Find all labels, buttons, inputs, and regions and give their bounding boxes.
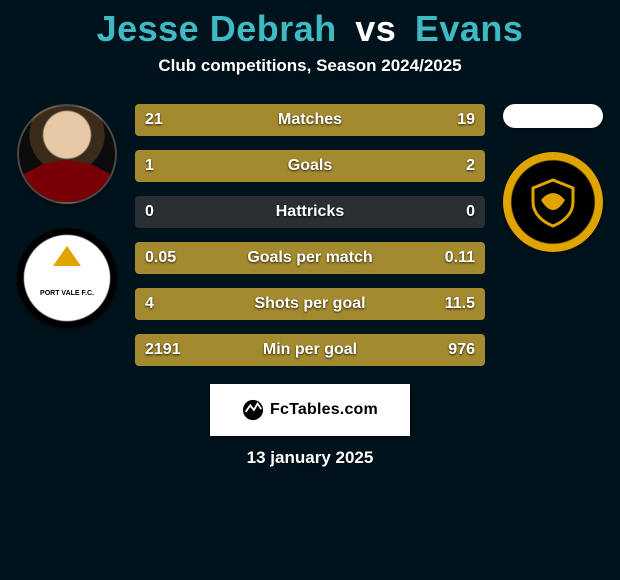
- footer-date: 13 january 2025: [0, 448, 620, 468]
- page-title: Jesse Debrah vs Evans: [0, 8, 620, 50]
- stat-bar-right: [252, 150, 485, 182]
- stat-value-p2: 11.5: [445, 295, 475, 313]
- club-badge-label: PORT VALE F.C.: [40, 290, 94, 298]
- stat-value-p1: 1: [145, 157, 154, 175]
- stat-label: Min per goal: [263, 341, 357, 359]
- stat-row: 4 11.5 Shots per goal: [135, 288, 485, 320]
- right-column: [503, 104, 603, 252]
- stat-row: 0.05 0.11 Goals per match: [135, 242, 485, 274]
- player2-photo-placeholder: [503, 104, 603, 128]
- stat-row: 2191 976 Min per goal: [135, 334, 485, 366]
- stat-value-p2: 19: [457, 111, 475, 129]
- stat-label: Goals per match: [247, 249, 372, 267]
- stat-value-p1: 2191: [145, 341, 181, 359]
- left-column: PORT VALE F.C.: [17, 104, 117, 328]
- stat-row: 1 2 Goals: [135, 150, 485, 182]
- stat-row: 21 19 Matches: [135, 104, 485, 136]
- stat-label: Matches: [278, 111, 342, 129]
- stat-label: Shots per goal: [254, 295, 365, 313]
- stat-value-p1: 21: [145, 111, 163, 129]
- title-player1: Jesse Debrah: [97, 8, 337, 49]
- stats-table: 21 19 Matches 1 2 Goals 0 0 Hattricks 0.05 0.11 Goa…: [135, 104, 485, 366]
- stat-value-p2: 0.11: [445, 249, 475, 267]
- stat-value-p1: 4: [145, 295, 154, 313]
- fctables-logo-icon: [242, 399, 264, 421]
- stat-value-p2: 0: [466, 203, 475, 221]
- stat-label: Hattricks: [276, 203, 344, 221]
- content-row: PORT VALE F.C. 21 19 Matches 1 2 Goals 0 0 Hattr…: [0, 104, 620, 366]
- player1-photo: [17, 104, 117, 204]
- shield-icon: [527, 176, 579, 228]
- footer-site-label: FcTables.com: [270, 401, 378, 419]
- stat-value-p2: 2: [466, 157, 475, 175]
- title-player2: Evans: [415, 8, 524, 49]
- footer-attribution[interactable]: FcTables.com: [210, 384, 410, 436]
- player1-club-badge: PORT VALE F.C.: [17, 228, 117, 328]
- comparison-card: Jesse Debrah vs Evans Club competitions,…: [0, 0, 620, 580]
- subtitle: Club competitions, Season 2024/2025: [0, 56, 620, 76]
- stat-value-p1: 0: [145, 203, 154, 221]
- stat-row: 0 0 Hattricks: [135, 196, 485, 228]
- stat-value-p2: 976: [448, 341, 475, 359]
- player2-club-badge: [503, 152, 603, 252]
- title-vs: vs: [355, 8, 396, 49]
- stat-label: Goals: [288, 157, 332, 175]
- stat-value-p1: 0.05: [145, 249, 176, 267]
